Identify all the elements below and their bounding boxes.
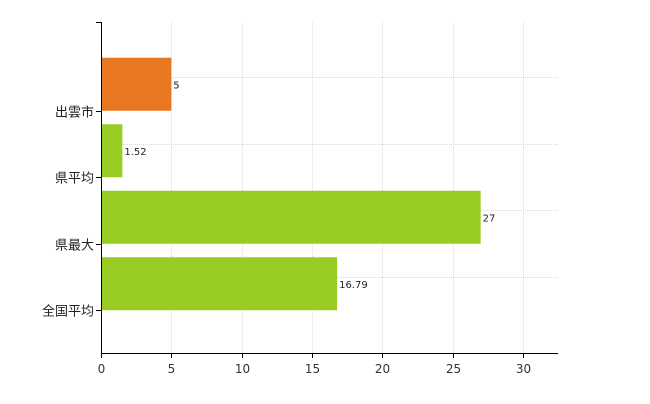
category-label: 県最大 [55,239,94,254]
bar [101,257,338,311]
category-label: 県平均 [55,172,94,187]
data-label: 27 [483,213,496,224]
x-tick-label: 10 [235,362,250,376]
category-label: 全国平均 [42,304,94,320]
category-label: 出雲市 [55,105,94,121]
data-label: 16.79 [339,280,368,291]
x-tick-label: 25 [446,362,461,376]
x-tick-label: 30 [516,362,531,376]
bars [101,57,481,311]
data-label: 1.52 [124,147,146,158]
x-tick-label: 0 [98,362,106,376]
axes [96,22,558,358]
x-tick-label: 15 [305,362,320,376]
x-tick-label: 5 [168,362,176,376]
bar [101,124,123,178]
bar [101,57,172,111]
x-tick-label: 20 [375,362,390,376]
data-label: 5 [173,80,179,91]
bar [101,190,481,244]
